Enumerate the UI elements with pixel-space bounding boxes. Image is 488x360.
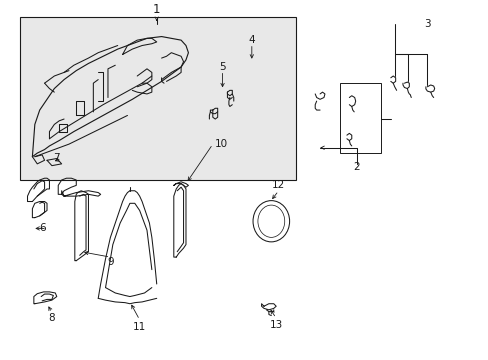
Text: 3: 3 xyxy=(423,19,430,29)
Bar xyxy=(20,17,295,180)
Text: 13: 13 xyxy=(269,320,282,330)
Text: 2: 2 xyxy=(353,162,359,172)
Text: 11: 11 xyxy=(133,322,146,332)
Text: 5: 5 xyxy=(219,62,225,72)
Text: 4: 4 xyxy=(248,35,255,45)
Text: 12: 12 xyxy=(271,180,285,190)
Text: 7: 7 xyxy=(53,153,60,163)
Bar xyxy=(339,83,380,153)
Text: 8: 8 xyxy=(48,313,55,323)
Text: 10: 10 xyxy=(215,139,228,149)
Text: 6: 6 xyxy=(39,224,45,233)
Text: 1: 1 xyxy=(153,3,160,16)
Text: 9: 9 xyxy=(107,257,114,267)
